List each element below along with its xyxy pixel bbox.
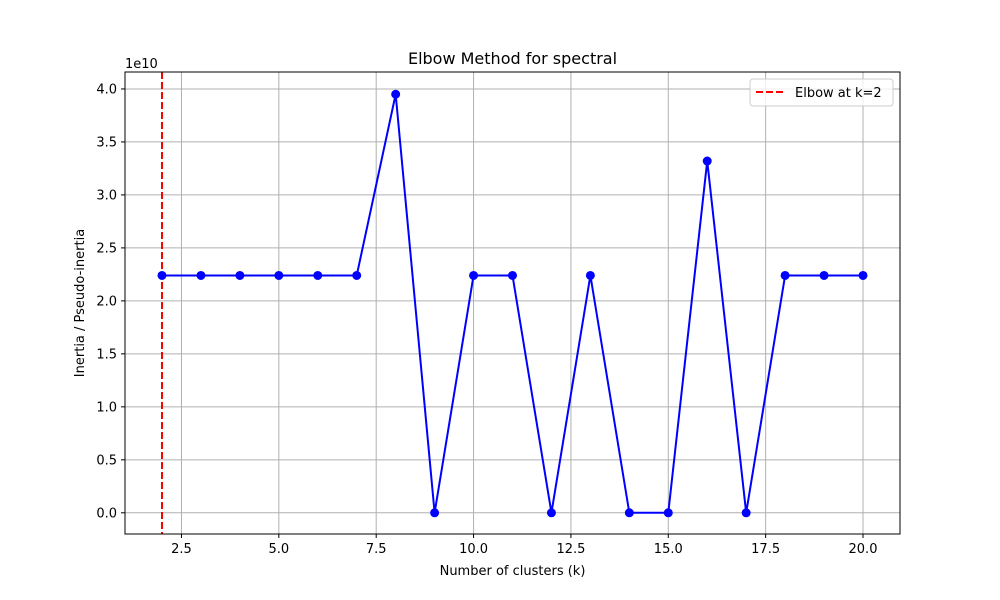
y-axis-label: Inertia / Pseudo-inertia: [73, 229, 88, 377]
data-point: [274, 270, 284, 280]
data-point: [624, 508, 634, 518]
y-axis-ticks: 0.0 0.5 1.0 1.5 2.0 2.5 3.0 3.5 4.0: [96, 82, 125, 521]
x-tick-label: 20.0: [849, 542, 878, 557]
series-layer: [157, 89, 868, 518]
data-point: [702, 156, 712, 166]
data-point: [352, 270, 362, 280]
data-point: [546, 508, 556, 518]
y-tick-label: 3.0: [96, 188, 117, 203]
y-tick-label: 1.5: [96, 347, 117, 362]
y-tick-label: 4.0: [96, 82, 117, 97]
x-axis-label: Number of clusters (k): [440, 564, 586, 579]
y-tick-label: 2.0: [96, 294, 117, 309]
data-point: [663, 508, 673, 518]
data-point: [819, 270, 829, 280]
data-point: [430, 508, 440, 518]
y-tick-label: 0.5: [96, 453, 117, 468]
legend-label: Elbow at k=2: [795, 86, 882, 101]
data-point: [235, 270, 245, 280]
data-point: [508, 270, 517, 280]
y-tick-label: 0.0: [96, 506, 117, 521]
data-point: [469, 270, 479, 280]
data-point: [585, 270, 595, 280]
data-point: [313, 270, 323, 280]
x-tick-label: 12.5: [556, 542, 585, 557]
y-axis-scale-label: 1e10: [125, 57, 158, 72]
data-point: [780, 270, 790, 280]
data-point: [391, 89, 401, 99]
chart-title: Elbow Method for spectral: [408, 49, 617, 68]
grid-lines: [125, 72, 900, 534]
plot-area-background: [125, 72, 900, 534]
x-tick-label: 2.5: [171, 542, 192, 557]
data-point: [741, 508, 751, 518]
legend: Elbow at k=2: [749, 78, 894, 107]
x-tick-label: 7.5: [366, 542, 387, 557]
y-tick-label: 3.5: [96, 135, 117, 150]
y-tick-label: 1.0: [96, 400, 117, 415]
x-axis-ticks: 2.5 5.0 7.5 10.0 12.5 15.0 17.5 20.0: [171, 534, 877, 557]
data-point: [858, 270, 868, 280]
data-point: [196, 270, 206, 280]
x-tick-label: 10.0: [459, 542, 488, 557]
x-tick-label: 15.0: [654, 542, 683, 557]
plot-frame: [124, 71, 901, 535]
y-tick-label: 2.5: [96, 241, 117, 256]
x-tick-label: 17.5: [751, 542, 780, 557]
legend-box: [749, 78, 894, 107]
x-tick-label: 5.0: [268, 542, 289, 557]
data-point: [157, 270, 167, 280]
